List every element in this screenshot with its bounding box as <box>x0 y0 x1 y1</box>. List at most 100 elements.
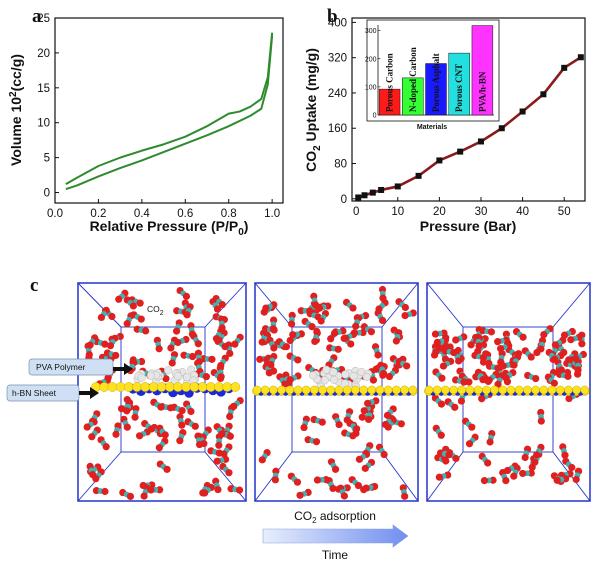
co2-molecule <box>524 371 540 383</box>
oxygen-atom <box>532 374 540 383</box>
co2-molecule <box>300 415 310 432</box>
oxygen-atom <box>89 471 97 479</box>
oxygen-atom <box>572 475 580 484</box>
oxygen-atom <box>502 476 510 485</box>
oxygen-atom <box>88 433 96 441</box>
oxygen-atom <box>375 305 383 313</box>
oxygen-atom <box>521 453 529 462</box>
oxygen-atom <box>218 300 226 309</box>
co2-molecule <box>140 484 151 500</box>
boron-atom <box>351 385 360 395</box>
co2-molecule <box>551 336 567 349</box>
oxygen-atom <box>349 304 357 312</box>
oxygen-atom <box>510 361 518 369</box>
oxygen-atom <box>311 337 319 346</box>
co2-molecule <box>313 476 330 484</box>
co2-molecule <box>119 488 135 501</box>
co2-molecule <box>97 436 110 451</box>
co2-uptake-chart: 0 10 20 30 40 50 0 80 160 240 320 400 Pressure (Bar… <box>303 17 586 234</box>
oxygen-atom <box>297 307 305 315</box>
oxygen-atom <box>467 341 475 349</box>
oxygen-atom <box>533 451 541 459</box>
oxygen-atom <box>136 299 144 307</box>
inset-y-tick-label: 200 <box>365 56 377 63</box>
oxygen-atom <box>102 443 110 451</box>
co2-molecule <box>544 373 558 387</box>
co2-molecule <box>325 354 338 369</box>
panel-c-letter: c <box>30 275 38 296</box>
oxygen-atom <box>378 316 387 325</box>
oxygen-atom <box>147 486 155 494</box>
oxygen-atom <box>155 444 163 452</box>
isotherm-ticks: 0.0 0.2 0.4 0.6 0.8 1.0 0 5 10 15 20 25 <box>37 13 280 220</box>
oxygen-atom <box>468 423 476 431</box>
co2-molecule <box>485 370 500 384</box>
oxygen-atom <box>183 311 191 319</box>
co2-molecule <box>212 327 225 343</box>
oxygen-atom <box>364 415 373 424</box>
co2-molecule <box>141 420 156 433</box>
boron-atom <box>564 385 573 395</box>
oxygen-atom <box>460 378 468 386</box>
polymer-atom <box>329 368 338 377</box>
co2-molecule <box>327 458 340 473</box>
co2-molecule <box>103 349 120 360</box>
oxygen-atom <box>455 357 463 365</box>
uptake-y-tick-label: 400 <box>328 17 347 29</box>
co2-molecule <box>131 405 140 421</box>
inset-y-tick-label: 300 <box>365 28 377 35</box>
oxygen-atom <box>331 329 339 337</box>
oxygen-atom <box>331 465 340 473</box>
uptake-data-point <box>519 108 526 115</box>
oxygen-atom <box>519 333 527 341</box>
oxygen-atom <box>215 441 223 449</box>
isotherm-series <box>65 32 274 190</box>
inset-bar-label: Porous Carbon <box>385 53 395 112</box>
oxygen-atom <box>457 397 466 405</box>
oxygen-atom <box>287 320 296 328</box>
co2-molecule <box>486 429 496 446</box>
oxygen-atom <box>172 327 181 335</box>
oxygen-atom <box>442 342 450 350</box>
boron-atom <box>498 385 508 395</box>
co2-molecule <box>435 471 452 481</box>
oxygen-atom <box>178 406 186 415</box>
co2-molecule <box>168 351 179 367</box>
oxygen-atom <box>286 376 294 384</box>
co2-molecule <box>377 361 388 378</box>
boron-atom <box>156 382 167 392</box>
polymer-atom <box>362 372 371 381</box>
oxygen-atom <box>265 369 273 377</box>
oxygen-atom <box>123 423 131 431</box>
oxygen-atom <box>572 354 580 363</box>
co2-molecule <box>474 368 487 384</box>
oxygen-atom <box>342 334 350 342</box>
oxygen-atom <box>256 355 264 363</box>
boron-atom <box>214 382 224 392</box>
oxygen-atom <box>353 425 361 433</box>
oxygen-atom <box>282 343 290 351</box>
co2-molecule <box>212 294 226 309</box>
oxygen-atom <box>343 416 351 424</box>
oxygen-atom <box>379 294 387 302</box>
oxygen-atom <box>187 407 195 416</box>
co2-molecule <box>431 394 446 408</box>
oxygen-atom <box>217 361 225 370</box>
boron-atom <box>392 385 401 395</box>
co2-molecule <box>92 486 109 496</box>
uptake-plot-frame <box>351 17 586 202</box>
oxygen-atom <box>445 451 453 459</box>
inset-bar <box>448 52 470 116</box>
polymer-atom <box>322 365 331 374</box>
oxygen-atom <box>157 403 165 411</box>
co2-adsorption-label: CO2 adsorption <box>294 509 376 525</box>
boron-atom <box>230 382 241 392</box>
oxygen-atom <box>258 456 266 464</box>
inset-bar-label: PVA/h-BN <box>477 71 487 112</box>
uptake-x-tick-label: 30 <box>475 206 488 218</box>
co2-molecule <box>230 396 244 410</box>
co2-molecule <box>176 413 186 429</box>
oxygen-atom <box>188 330 197 338</box>
oxygen-atom <box>191 422 199 430</box>
co2-molecule <box>219 462 233 477</box>
